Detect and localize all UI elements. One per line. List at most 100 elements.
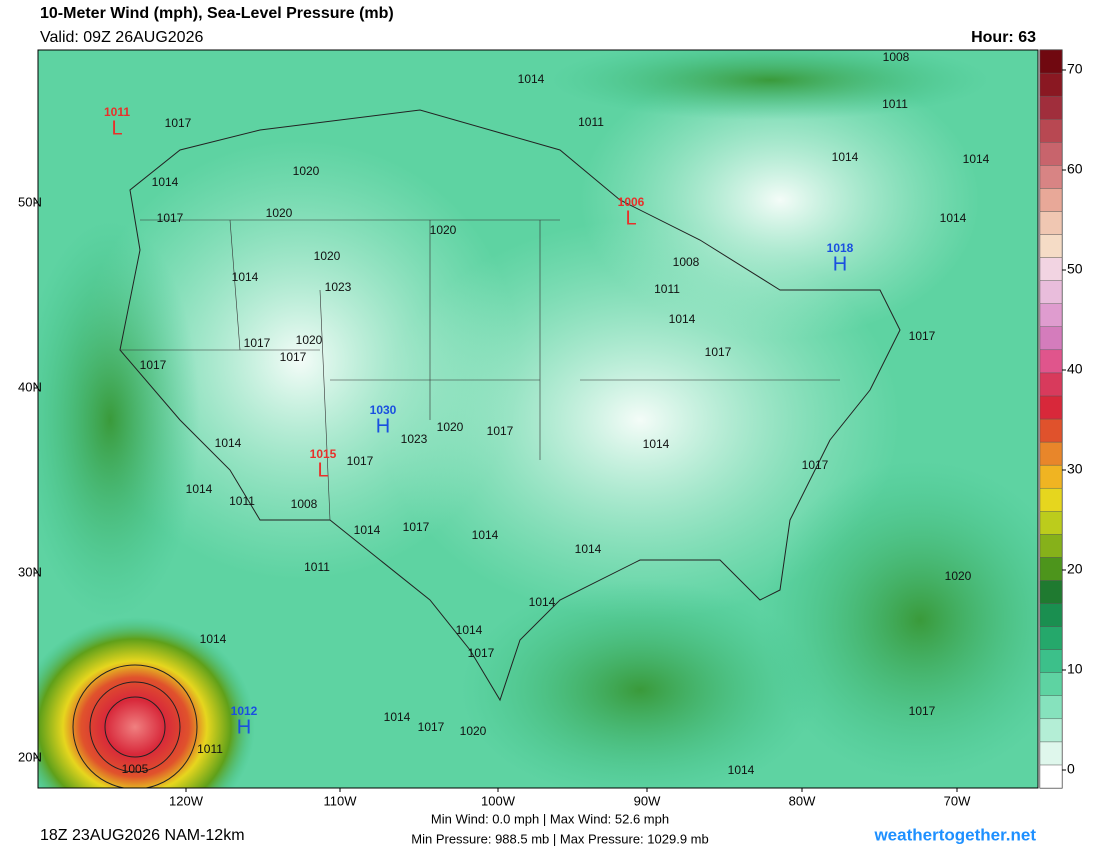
pressure-center-value: 1015: [310, 447, 337, 461]
colorbar-swatch: [1039, 534, 1063, 558]
isobar-label: 1023: [401, 432, 428, 446]
longitude-label: 80W: [789, 793, 816, 808]
colorbar-tick-label: 0: [1067, 761, 1075, 777]
colorbar-swatch: [1039, 211, 1063, 235]
site-name: weathertogether.net: [873, 825, 1036, 844]
colorbar-swatch: [1039, 303, 1063, 327]
colorbar-swatch: [1039, 372, 1063, 397]
isobar-label: 1014: [940, 211, 967, 225]
isobar-label: 1023: [325, 280, 352, 294]
colorbar-tick-label: 40: [1067, 361, 1083, 377]
longitude-label: 90W: [634, 793, 661, 808]
isobar-label: 1014: [186, 482, 213, 496]
pressure-center-value: 1030: [370, 403, 397, 417]
isobar-label: 1017: [909, 329, 936, 343]
latitude-label: 50N: [18, 194, 42, 209]
pressure-stats: Min Pressure: 988.5 mb | Max Pressure: 1…: [411, 831, 708, 846]
isobar-label: 1014: [832, 150, 859, 164]
pressure-center-letter: H: [376, 415, 390, 437]
isobar-label: 1020: [437, 420, 464, 434]
isobar-label: 1005: [122, 762, 149, 776]
isobar-label: 1014: [669, 312, 696, 326]
isobar-label: 1017: [909, 704, 936, 718]
isobar-label: 1017: [418, 720, 445, 734]
colorbar-swatch: [1039, 580, 1063, 604]
isobar-label: 1014: [643, 437, 670, 451]
isobar-label: 1014: [472, 528, 499, 542]
isobar-label: 1008: [291, 497, 318, 511]
pressure-center-value: 1006: [618, 195, 645, 209]
latitude-label: 40N: [18, 379, 42, 394]
isobar-label: 1017: [140, 358, 167, 372]
longitude-label: 100W: [481, 793, 516, 808]
colorbar-swatch: [1039, 349, 1063, 374]
isobar-label: 1020: [314, 249, 341, 263]
longitude-label: 120W: [169, 793, 204, 808]
colorbar-tick-label: 10: [1067, 661, 1083, 677]
isobar-label: 1020: [266, 206, 293, 220]
colorbar-swatch: [1039, 280, 1063, 304]
colorbar-swatch: [1039, 95, 1063, 120]
forecast-hour: Hour: 63: [971, 29, 1036, 46]
colorbar-swatch: [1039, 603, 1063, 627]
isobar-label: 1014: [575, 542, 602, 556]
isobar-label: 1017: [244, 336, 271, 350]
title: 10-Meter Wind (mph), Sea-Level Pressure …: [40, 5, 394, 22]
colorbar-swatch: [1039, 418, 1063, 443]
isobar-label: 1017: [705, 345, 732, 359]
colorbar-swatch: [1039, 49, 1063, 74]
isobar-label: 1008: [883, 50, 910, 64]
colorbar-swatch: [1039, 188, 1063, 212]
longitude-label: 110W: [324, 793, 358, 808]
isobar-label: 1020: [945, 569, 972, 583]
longitude-label: 70W: [944, 793, 971, 808]
isobar-label: 1011: [304, 560, 330, 574]
map-frame: [37, 49, 1039, 789]
isobar-label: 1011: [578, 115, 604, 129]
wind-stats: Min Wind: 0.0 mph | Max Wind: 52.6 mph: [431, 811, 669, 826]
valid-time: Valid: 09Z 26AUG2026: [40, 29, 203, 46]
pressure-center-letter: H: [833, 253, 847, 275]
colorbar-swatch: [1039, 72, 1063, 97]
colorbar-swatch: [1039, 326, 1063, 351]
pressure-center-letter: L: [625, 207, 636, 229]
isobar-label: 1011: [654, 282, 680, 296]
colorbar-swatch: [1039, 487, 1063, 512]
isobar-label: 1011: [882, 97, 908, 111]
map-field: [38, 50, 1038, 788]
colorbar-swatch: [1039, 234, 1063, 258]
isobar-label: 1014: [384, 710, 411, 724]
pressure-center-letter: L: [111, 117, 122, 139]
isobar-label: 1017: [802, 458, 829, 472]
colorbar-swatch: [1039, 649, 1063, 673]
isobar-label: 1014: [728, 763, 755, 777]
colorbar-swatch: [1039, 626, 1063, 650]
isobar-label: 1014: [354, 523, 381, 537]
colorbar-swatch: [1039, 257, 1063, 281]
latitude-label: 20N: [18, 749, 42, 764]
isobar-label: 1014: [215, 436, 242, 450]
pressure-center-letter: L: [317, 459, 328, 481]
colorbar-swatch: [1039, 672, 1063, 696]
isobar-label: 1017: [487, 424, 514, 438]
isobar-label: 1017: [468, 646, 495, 660]
isobar-label: 1008: [673, 255, 700, 269]
isobar-label: 1011: [229, 494, 255, 508]
isobar-label: 1020: [430, 223, 457, 237]
isobar-label: 1014: [518, 72, 545, 86]
colorbar-swatch: [1039, 441, 1063, 466]
colorbar-swatch: [1039, 718, 1063, 743]
isobar-label: 1017: [157, 211, 184, 225]
colorbar-swatch: [1039, 118, 1063, 143]
isobar-label: 1017: [347, 454, 374, 468]
colorbar-swatch: [1039, 395, 1063, 420]
isobar-label: 1014: [152, 175, 179, 189]
colorbar-swatch: [1039, 695, 1063, 720]
colorbar-tick-label: 60: [1067, 161, 1083, 177]
latitude-label: 30N: [18, 564, 42, 579]
colorbar-swatch: [1039, 511, 1063, 535]
colorbar-tick-label: 70: [1067, 61, 1083, 77]
model-run: 18Z 23AUG2026 NAM-12km: [40, 827, 245, 844]
colorbar-tick-label: 50: [1067, 261, 1083, 277]
